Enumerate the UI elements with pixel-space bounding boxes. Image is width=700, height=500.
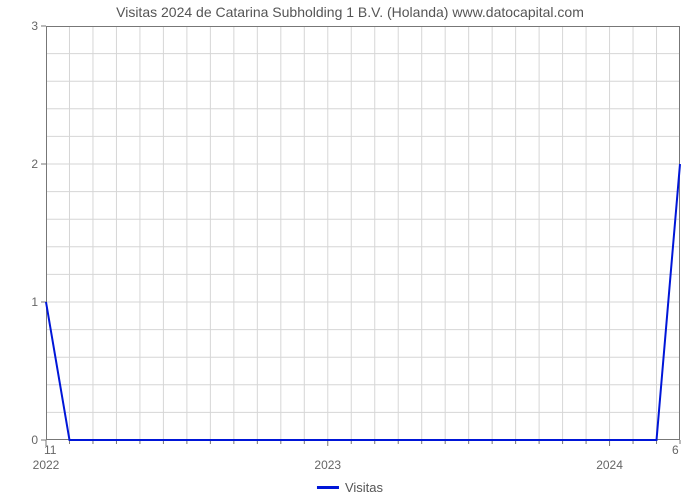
x-tick-label: 2022 — [33, 458, 60, 472]
chart-container: Visitas 2024 de Catarina Subholding 1 B.… — [0, 0, 700, 500]
y-tick-label: 1 — [22, 295, 38, 309]
y-tick-label: 0 — [22, 433, 38, 447]
x-tick-label: 2024 — [596, 458, 623, 472]
legend-label: Visitas — [345, 480, 383, 495]
chart-title: Visitas 2024 de Catarina Subholding 1 B.… — [0, 4, 700, 20]
extra-label-bottom-right: 6 — [672, 443, 679, 457]
legend-swatch — [317, 486, 339, 489]
chart-plot-area — [46, 26, 680, 440]
y-tick-label: 2 — [22, 157, 38, 171]
x-tick-label: 2023 — [314, 458, 341, 472]
chart-legend: Visitas — [317, 480, 383, 495]
extra-label-bottom-left: 11 — [44, 443, 56, 457]
y-tick-label: 3 — [22, 19, 38, 33]
